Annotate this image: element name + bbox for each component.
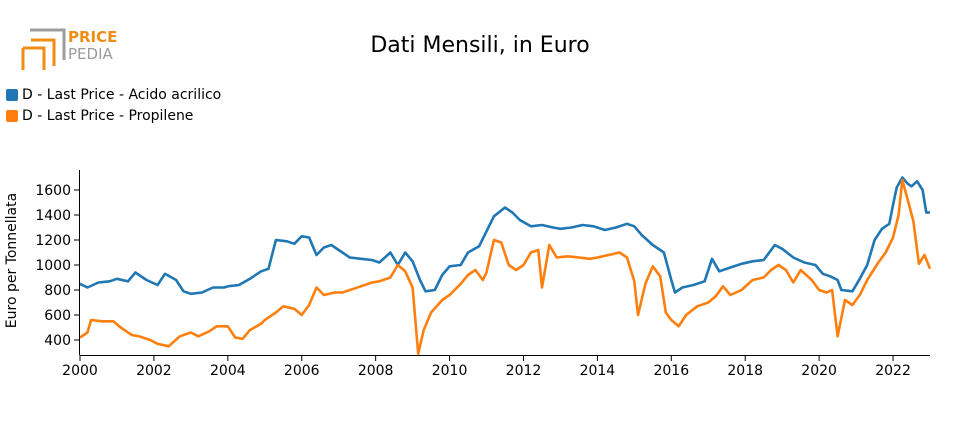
logo-word-pedia: PEDIA xyxy=(68,45,113,63)
y-tick-label: 1200 xyxy=(35,233,71,249)
series-line-acido-acrilico xyxy=(79,176,930,296)
chart-title: Dati Mensili, in Euro xyxy=(370,33,590,58)
x-axis-ticks: 2000 2002 2004 2006 2008 2010 2012 2014 2016 2018… xyxy=(62,355,911,379)
logo-word-price: PRICE xyxy=(68,28,117,46)
legend-swatch-acrylic xyxy=(6,88,18,101)
x-tick-label: 2022 xyxy=(875,363,911,379)
series-layer xyxy=(79,176,932,356)
legend-item-propylene[interactable]: D - Last Price - Propilene xyxy=(6,105,221,126)
x-tick-label: 2010 xyxy=(432,363,468,379)
y-tick-label: 600 xyxy=(44,308,71,324)
series-line-propilene xyxy=(79,178,932,356)
y-tick-label: 1400 xyxy=(35,208,71,224)
logo-mark xyxy=(21,28,66,70)
x-tick-label: 2006 xyxy=(284,363,320,379)
x-tick-label: 2012 xyxy=(506,363,542,379)
y-axis-title: Euro per Tonnellata xyxy=(4,193,20,328)
legend-swatch-propylene xyxy=(6,109,18,122)
y-tick-label: 800 xyxy=(44,283,71,299)
x-tick-label: 2016 xyxy=(653,363,689,379)
y-tick-label: 1600 xyxy=(35,183,71,199)
legend-label-propylene: D - Last Price - Propilene xyxy=(22,107,194,124)
legend-item-acrylic[interactable]: D - Last Price - Acido acrilico xyxy=(6,84,221,105)
x-tick-label: 2004 xyxy=(210,363,246,379)
x-tick-label: 2002 xyxy=(136,363,172,379)
x-tick-label: 2000 xyxy=(62,363,98,379)
pricepedia-logo: PRICE PEDIA xyxy=(21,28,117,70)
y-axis-ticks: 400 600 800 1000 1200 1400 1600 xyxy=(35,183,80,349)
y-tick-label: 400 xyxy=(44,333,71,349)
x-tick-label: 2018 xyxy=(727,363,763,379)
y-tick-label: 1000 xyxy=(35,258,71,274)
x-tick-label: 2008 xyxy=(358,363,394,379)
legend-label-acrylic: D - Last Price - Acido acrilico xyxy=(22,86,222,103)
x-tick-label: 2020 xyxy=(801,363,837,379)
x-tick-label: 2014 xyxy=(580,363,616,379)
legend: D - Last Price - Acido acrilico D - Last… xyxy=(6,84,221,126)
